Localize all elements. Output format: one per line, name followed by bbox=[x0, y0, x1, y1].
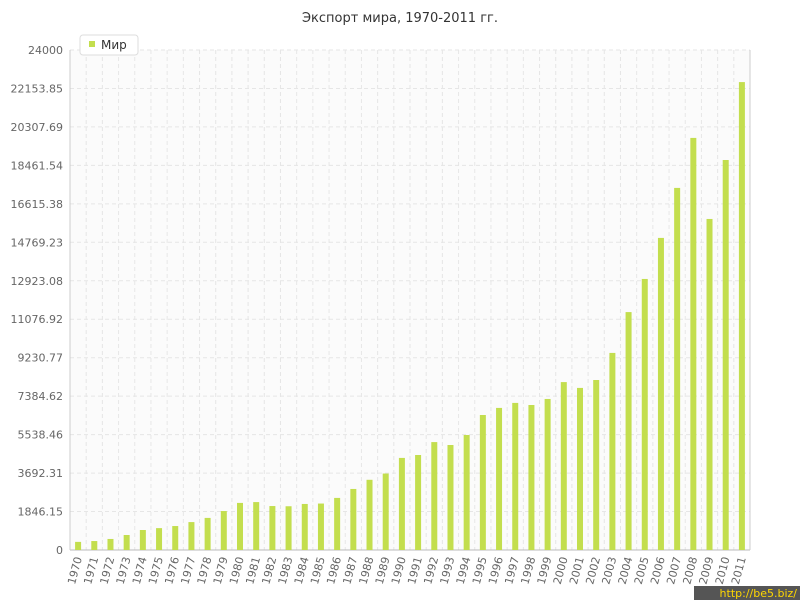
bar bbox=[431, 442, 438, 550]
y-tick-label: 18461.54 bbox=[11, 159, 64, 172]
bar bbox=[496, 407, 503, 550]
y-tick-label: 3692.31 bbox=[18, 467, 64, 480]
bar bbox=[625, 312, 632, 550]
bar bbox=[447, 445, 454, 550]
bar bbox=[479, 415, 486, 550]
bar bbox=[641, 278, 648, 550]
bar bbox=[301, 503, 308, 550]
y-tick-label: 20307.69 bbox=[11, 121, 64, 134]
legend-label: Мир bbox=[101, 38, 127, 52]
y-tick-label: 9230.77 bbox=[18, 352, 64, 365]
bar bbox=[139, 530, 146, 550]
bar bbox=[382, 473, 389, 550]
legend: Мир bbox=[79, 34, 139, 56]
bar bbox=[237, 502, 243, 550]
chart-title: Экспорт мира, 1970-2011 гг. bbox=[302, 11, 498, 26]
y-tick-label: 1846.15 bbox=[18, 506, 64, 519]
bar bbox=[577, 387, 583, 550]
y-tick-label: 22153.85 bbox=[11, 82, 64, 95]
bar bbox=[317, 503, 324, 550]
bar bbox=[706, 218, 713, 551]
bar bbox=[123, 535, 130, 550]
bar bbox=[593, 380, 600, 550]
bar bbox=[722, 160, 729, 550]
bar bbox=[350, 488, 357, 550]
bar bbox=[220, 511, 227, 550]
y-tick-label: 12923.08 bbox=[11, 275, 64, 288]
watermark: http://be5.biz/ bbox=[720, 587, 798, 600]
bar bbox=[253, 502, 260, 550]
bar bbox=[674, 187, 681, 550]
legend-box bbox=[79, 34, 139, 56]
bar bbox=[172, 526, 179, 550]
y-tick-label: 0 bbox=[56, 544, 63, 557]
bar bbox=[269, 506, 276, 550]
bar bbox=[528, 405, 535, 550]
bar bbox=[334, 497, 341, 550]
bar bbox=[285, 506, 292, 550]
y-tick-label: 11076.92 bbox=[11, 313, 64, 326]
bar bbox=[188, 522, 195, 550]
legend-swatch bbox=[89, 41, 95, 47]
bar bbox=[398, 457, 405, 550]
y-tick-label: 24000 bbox=[28, 44, 63, 57]
bar bbox=[657, 237, 664, 550]
bar bbox=[544, 398, 551, 550]
bar bbox=[91, 541, 98, 550]
bar bbox=[75, 541, 82, 550]
bar bbox=[560, 382, 567, 550]
bar bbox=[690, 137, 697, 550]
bar bbox=[156, 528, 163, 550]
bar bbox=[415, 455, 422, 550]
bar bbox=[463, 435, 470, 550]
bar bbox=[609, 352, 616, 550]
bar bbox=[738, 82, 745, 550]
bar bbox=[107, 538, 114, 550]
y-tick-label: 5538.46 bbox=[18, 429, 64, 442]
watermark-bg bbox=[694, 586, 800, 600]
y-tick-label: 16615.38 bbox=[11, 198, 64, 211]
bar bbox=[512, 402, 519, 550]
bar bbox=[366, 479, 373, 550]
plot-area bbox=[70, 50, 750, 550]
y-tick-label: 14769.23 bbox=[11, 236, 64, 249]
bar bbox=[204, 517, 211, 550]
y-tick-label: 7384.62 bbox=[18, 390, 64, 403]
